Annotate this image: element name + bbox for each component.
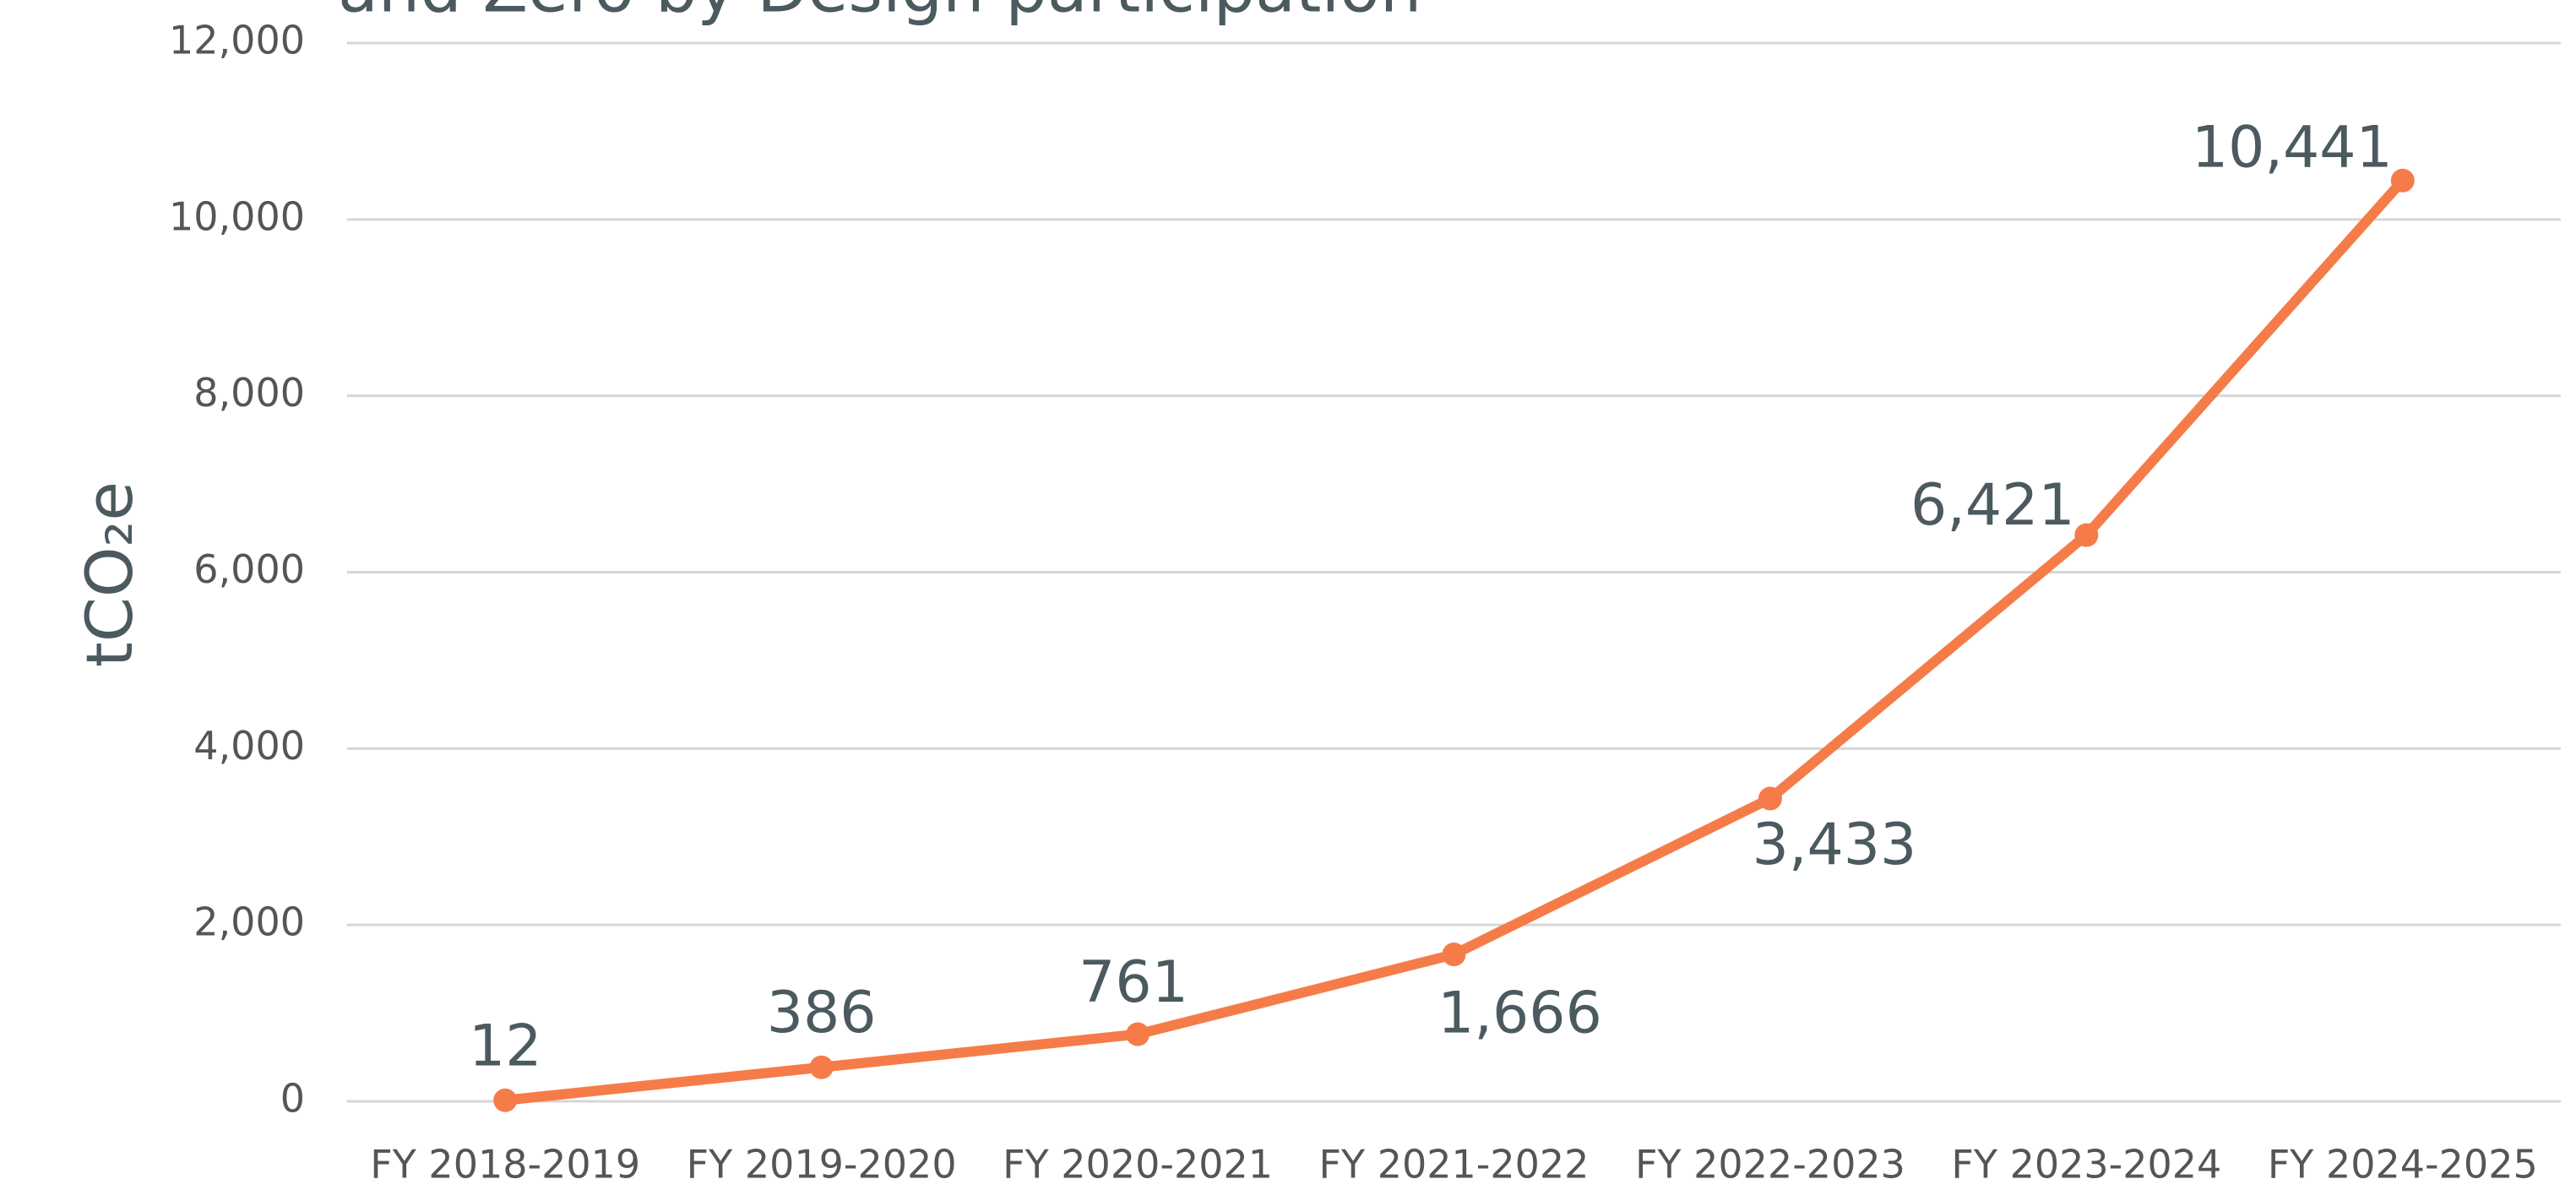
page: and Zero by Design participation tCO₂e 0… xyxy=(0,0,2576,1190)
x-tick-label: FY 2022-2023 xyxy=(1635,1142,1905,1187)
x-tick-label: FY 2020-2021 xyxy=(1003,1142,1273,1187)
point xyxy=(1443,943,1466,966)
x-tick-label: FY 2021-2022 xyxy=(1319,1142,1590,1187)
x-tick-label: FY 2019-2020 xyxy=(687,1142,957,1187)
chart: and Zero by Design participation tCO₂e 0… xyxy=(0,0,2576,1190)
y-axis-label: tCO₂e xyxy=(72,481,147,667)
data-label: 3,433 xyxy=(1753,812,1917,878)
point xyxy=(493,1089,517,1112)
data-label: 761 xyxy=(1079,949,1188,1016)
point xyxy=(2074,524,2098,547)
y-tick-label: 0 xyxy=(280,1076,305,1122)
point xyxy=(1126,1023,1149,1046)
y-tick-label: 6,000 xyxy=(193,546,305,592)
y-tick-label: 2,000 xyxy=(193,899,305,945)
x-tick-label: FY 2024-2025 xyxy=(2268,1142,2538,1187)
data-label: 1,666 xyxy=(1437,981,1602,1047)
y-tick-label: 10,000 xyxy=(169,193,305,239)
data-label: 10,441 xyxy=(2192,114,2393,181)
y-tick-label: 8,000 xyxy=(193,370,305,416)
data-label: 12 xyxy=(469,1013,542,1079)
x-tick-label: FY 2023-2024 xyxy=(1951,1142,2221,1187)
point xyxy=(1758,787,1782,811)
chart-title: and Zero by Design participation xyxy=(338,0,1421,27)
data-label: 386 xyxy=(767,980,877,1046)
point xyxy=(810,1056,834,1079)
y-tick-label: 4,000 xyxy=(193,723,305,769)
point xyxy=(2391,169,2415,193)
data-label: 6,421 xyxy=(1910,472,2075,539)
y-tick-label: 12,000 xyxy=(169,18,305,63)
x-tick-label: FY 2018-2019 xyxy=(370,1142,640,1187)
